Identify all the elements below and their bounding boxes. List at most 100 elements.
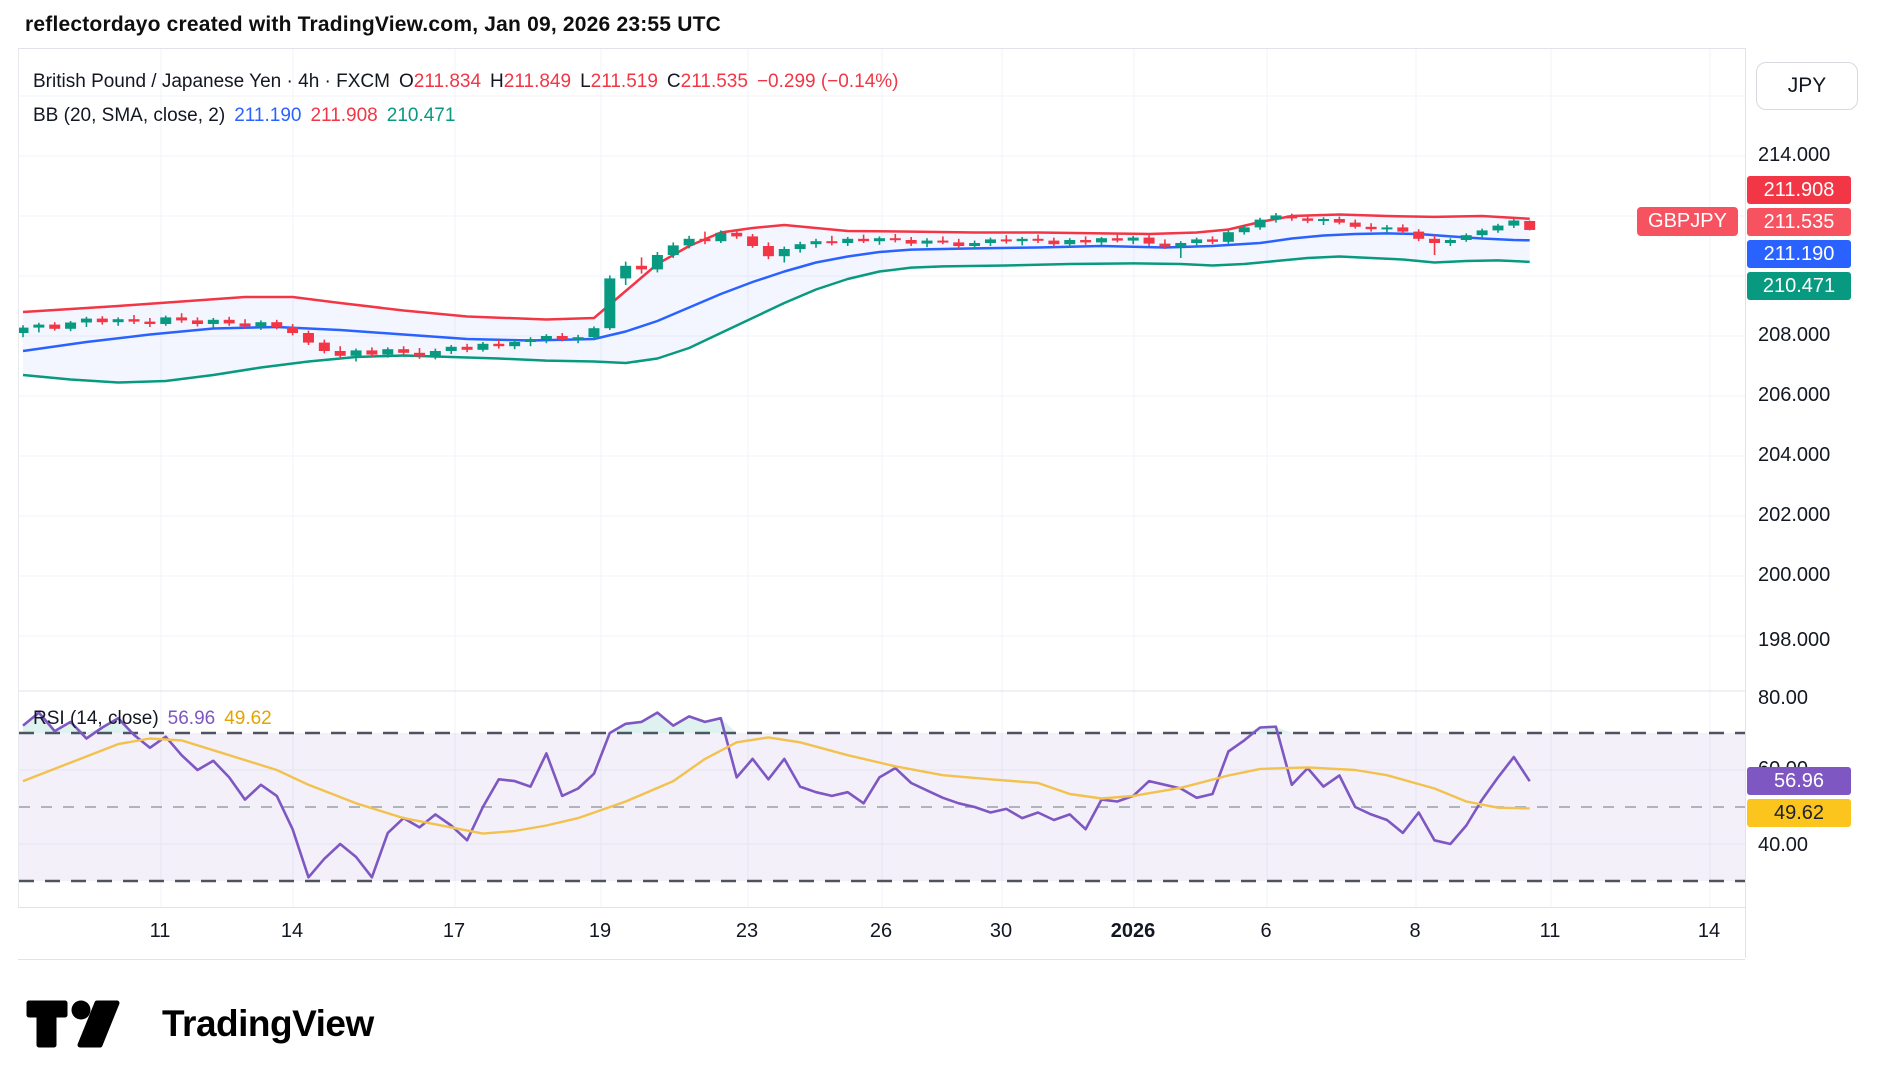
axis-price-badge: 211.908 [1747, 176, 1851, 204]
symbol-title: British Pound / Japanese Yen · 4h · FXCM [33, 71, 390, 92]
axis-price-badge: 211.190 [1747, 240, 1851, 268]
time-tick-label: 14 [280, 920, 304, 942]
candle-body [937, 240, 949, 243]
candle-body [255, 322, 267, 327]
candle-body [731, 232, 743, 237]
candle-body [1143, 237, 1155, 244]
axis-price-badge: 49.62 [1747, 799, 1851, 827]
candle-body [461, 346, 473, 350]
chart-canvas[interactable] [19, 49, 1746, 908]
candle-body [239, 323, 251, 327]
candle-body [1349, 222, 1361, 227]
candle-body [176, 317, 188, 321]
candle-body [953, 242, 965, 246]
rsi-tick-label: 40.00 [1758, 834, 1809, 856]
candle-body [1032, 238, 1044, 241]
candle-body [1016, 238, 1028, 242]
candle-body [493, 343, 505, 347]
candle-body [1000, 239, 1012, 242]
candle-body [366, 350, 378, 355]
time-tick-label: 17 [442, 920, 466, 942]
candle-body [889, 238, 901, 241]
time-tick-label: 30 [989, 920, 1013, 942]
time-tick-label: 26 [869, 920, 893, 942]
candle-body [699, 238, 711, 242]
candle-body [762, 246, 774, 257]
bb-legend-row[interactable]: BB (20, SMA, close, 2) 211.190 211.908 2… [33, 105, 455, 127]
tradingview-logo[interactable]: TradingView [25, 999, 374, 1049]
candle-body [620, 265, 632, 279]
candle-body [128, 319, 140, 322]
candle-body [80, 318, 92, 323]
candle-body [414, 352, 425, 357]
candle-body [1365, 226, 1377, 230]
candle-body [1159, 243, 1171, 247]
candle-body [969, 243, 981, 246]
chart-region[interactable] [18, 48, 1746, 908]
candle-body [112, 319, 124, 323]
candle-body [1207, 239, 1218, 242]
time-tick-label: 11 [149, 920, 171, 942]
candle-body [429, 351, 441, 357]
rsi-value: 56.96 [167, 708, 216, 729]
candle-body [65, 322, 77, 329]
candle-body [19, 327, 29, 333]
candle-body [842, 238, 854, 243]
time-tick-label: 23 [735, 920, 759, 942]
candle-body [826, 241, 838, 244]
bollinger-middle-line [22, 232, 1530, 353]
ohlc-high: H 211.849 [490, 71, 572, 92]
attribution-text: reflectordayo created with TradingView.c… [25, 13, 721, 36]
candle-body [96, 318, 108, 323]
candle-body [810, 241, 822, 245]
candle-body [1460, 235, 1472, 240]
candle-body [1222, 232, 1234, 242]
symbol-price-label: GBPJPY [1637, 207, 1738, 236]
candle-body [525, 339, 537, 342]
candle-body [588, 328, 600, 338]
bb-title: BB (20, SMA, close, 2) [33, 105, 226, 126]
candle-body [1492, 225, 1504, 231]
candle-body [398, 349, 410, 353]
time-axis[interactable]: 11 14 17 19 23 26 30 2026 6 8 11 14 [18, 907, 1745, 960]
price-axis[interactable]: JPY 214.000 208.000 206.000 204.000 202.000 2… [1745, 48, 1878, 958]
candle-body [382, 349, 394, 355]
tradingview-logo-text: TradingView [162, 1003, 374, 1044]
axis-price-badge: 56.96 [1747, 767, 1851, 795]
change-value: −0.299 (−0.14%) [756, 71, 899, 92]
candle-body [334, 351, 346, 356]
candle-body [1302, 218, 1314, 221]
bb-basis-value: 211.190 [234, 105, 302, 126]
price-tick-label: 214.000 [1758, 144, 1831, 166]
candle-body [1175, 243, 1187, 247]
candle-body [223, 319, 235, 324]
candle-body [1397, 227, 1409, 232]
currency-toggle-button[interactable]: JPY [1756, 62, 1858, 110]
candle-body [1048, 240, 1060, 245]
candle-body [191, 320, 203, 324]
candle-body [1238, 227, 1250, 233]
candle-body [350, 350, 362, 356]
candle-body [287, 327, 299, 333]
candle-body [1080, 240, 1092, 243]
rsi-line [22, 711, 1531, 879]
candle-body [477, 343, 489, 350]
candle-body [271, 322, 283, 327]
price-tick-label: 206.000 [1758, 384, 1831, 406]
rsi-legend-row[interactable]: RSI (14, close) 56.96 49.62 [33, 708, 272, 730]
candle-body [1318, 219, 1330, 221]
bb-lower-value: 210.471 [386, 105, 456, 126]
candle-body [984, 239, 996, 243]
candle-body [540, 336, 552, 339]
candle-body [1444, 240, 1456, 243]
candle-body [1476, 230, 1488, 236]
candle-body [318, 342, 330, 351]
ohlc-open: O 211.834 [398, 71, 482, 92]
bollinger-lower-line [22, 255, 1530, 384]
candle-body [445, 346, 457, 351]
symbol-legend-row[interactable]: British Pound / Japanese Yen · 4h · FXCM… [33, 71, 898, 93]
candle-body [556, 336, 568, 340]
candle-body [604, 278, 616, 329]
candle-body [1381, 227, 1393, 230]
candle-body [747, 236, 759, 246]
